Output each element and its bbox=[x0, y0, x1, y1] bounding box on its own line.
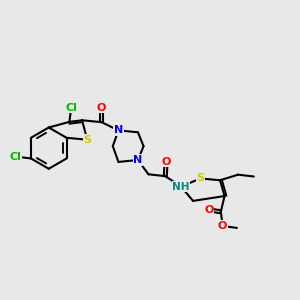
Text: S: S bbox=[83, 135, 91, 145]
Text: S: S bbox=[196, 173, 205, 183]
Text: N: N bbox=[133, 155, 142, 165]
Text: O: O bbox=[161, 157, 171, 167]
Text: Cl: Cl bbox=[9, 152, 21, 162]
Text: N: N bbox=[114, 125, 123, 135]
Text: O: O bbox=[97, 103, 106, 113]
Text: NH: NH bbox=[172, 182, 190, 192]
Text: Cl: Cl bbox=[65, 103, 77, 112]
Text: O: O bbox=[218, 221, 227, 231]
Text: O: O bbox=[204, 205, 214, 215]
